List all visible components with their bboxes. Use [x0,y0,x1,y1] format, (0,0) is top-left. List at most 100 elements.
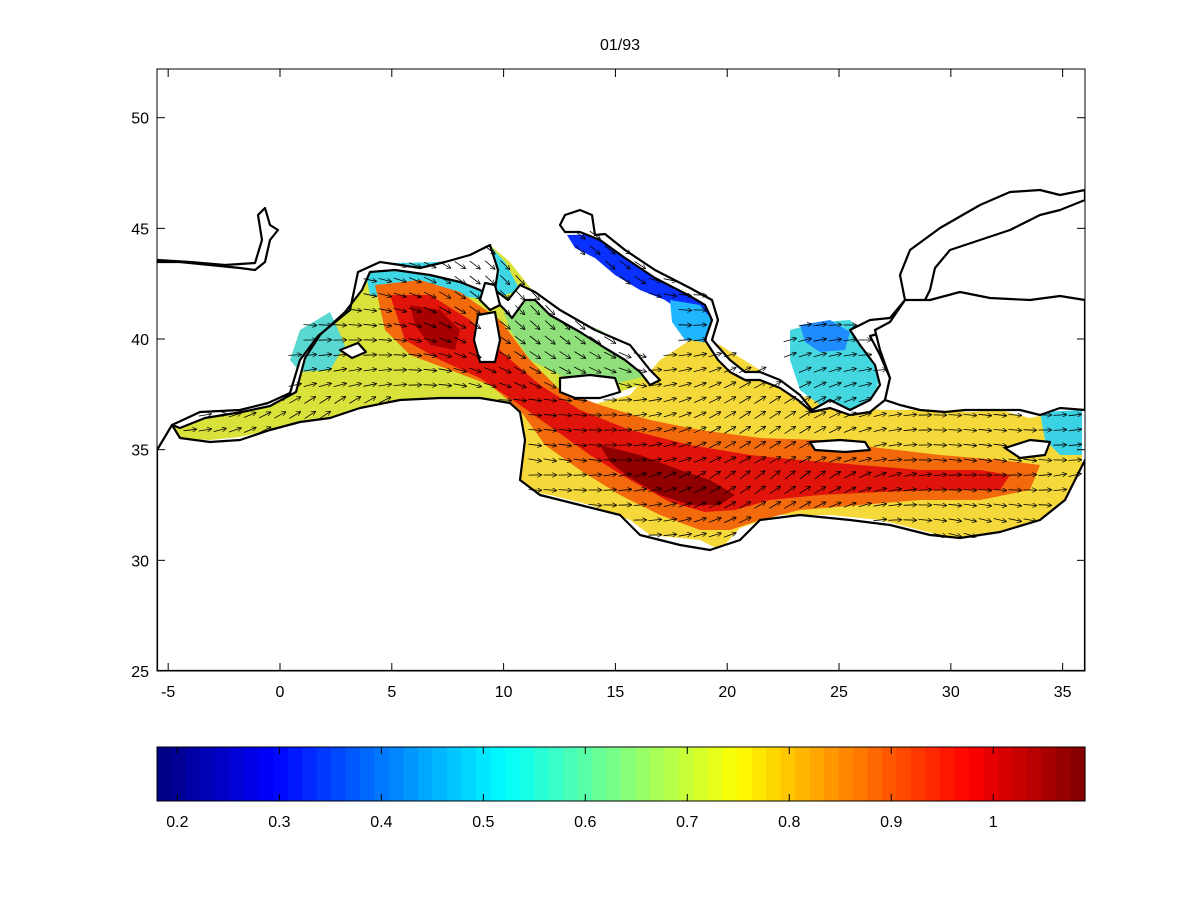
colorbar-cell [215,747,231,801]
velocity-arrow [514,351,526,359]
velocity-arrow [858,458,872,462]
y-tick-label: 50 [131,111,149,128]
velocity-arrow [589,351,600,358]
velocity-arrow [423,291,436,298]
velocity-arrow [693,503,706,508]
velocity-arrow [589,230,600,239]
colorbar-cell [766,747,782,801]
velocity-arrow [318,383,332,388]
velocity-arrow [784,397,796,404]
x-tick-label: 35 [1054,684,1072,701]
velocity-arrow [858,428,871,433]
velocity-arrow [709,471,721,480]
velocity-arrow [484,275,495,285]
island-sicily [558,373,622,400]
velocity-arrow [873,428,887,432]
velocity-arrow [288,355,302,356]
colorbar-cell [998,747,1014,801]
velocity-arrow [633,367,647,371]
velocity-arrow [663,534,677,535]
velocity-arrow [858,413,871,418]
colorbar-cell [186,747,202,801]
colorbar-cell [316,747,332,801]
velocity-arrow [784,442,796,449]
velocity-arrow [408,322,422,327]
velocity-arrow [648,473,661,478]
velocity-arrow [393,307,407,311]
velocity-arrow [544,320,555,330]
velocity-arrow [648,504,662,506]
velocity-arrow [918,490,932,491]
velocity-arrow [783,338,797,343]
velocity-arrow [799,382,811,389]
island-crete [808,438,872,454]
velocity-arrow [575,245,584,255]
velocity-arrow [829,412,841,419]
velocity-arrow [739,412,751,419]
colorbar-cell [896,747,912,801]
velocity-arrow [678,458,691,463]
velocity-arrow [963,414,977,415]
velocity-arrow [828,325,842,326]
velocity-arrow [754,411,766,419]
velocity-arrow [438,337,451,342]
velocity-arrow [348,309,362,311]
velocity-arrow [304,397,316,404]
colorbar-cell [911,747,927,801]
velocity-arrow [604,260,615,269]
velocity-arrow [543,459,557,461]
velocity-arrow [1053,430,1067,431]
colorbar-cell [258,747,274,801]
velocity-arrow [799,412,811,419]
velocity-arrow [724,442,735,449]
velocity-arrow [484,260,495,269]
velocity-arrow [1023,504,1037,505]
colorbar-cell [229,747,245,801]
velocity-arrow [739,382,750,389]
velocity-arrow [933,459,947,460]
velocity-arrow [948,459,962,461]
velocity-arrow [619,275,630,284]
colorbar-cell [722,747,738,801]
velocity-arrow [378,309,392,312]
colorbar-cell [432,747,448,801]
colorbar-cell [592,747,608,801]
colorbar-cell [244,747,260,801]
colorbar-cell [505,747,521,801]
velocity-arrow [948,430,962,431]
x-tick-label: 5 [387,684,396,701]
velocity-arrow [694,472,705,479]
x-tick-label: 15 [607,684,625,701]
x-tick-label: 20 [718,684,736,701]
colorbar-cell [577,747,593,801]
velocity-arrow [993,429,1007,430]
velocity-arrow [873,369,887,370]
velocity-arrow [663,413,676,418]
velocity-arrow [454,291,466,298]
velocity-arrow [678,518,692,522]
velocity-arrow [799,486,811,494]
velocity-arrow [559,366,570,373]
velocity-arrow [363,369,377,371]
velocity-arrow [453,367,467,371]
velocity-arrow [1038,474,1052,475]
velocity-arrow [1068,474,1082,477]
velocity-arrow [648,277,662,282]
velocity-arrow [619,260,630,269]
velocity-arrow [438,321,451,327]
velocity-arrow [978,459,992,461]
velocity-arrow [754,382,765,389]
velocity-arrow [453,352,466,357]
velocity-arrow [213,413,227,417]
velocity-arrow [724,487,736,494]
velocity-arrow [1068,460,1082,461]
velocity-arrow [814,427,825,434]
colorbar-gradient [157,747,1086,801]
colorbar-tick-label: 0.8 [778,814,800,831]
velocity-arrow [724,502,735,509]
coastlines [157,188,1085,671]
velocity-arrow [528,444,542,446]
velocity-arrow [603,474,617,476]
velocity-arrow [829,472,841,479]
velocity-arrow [274,412,285,419]
